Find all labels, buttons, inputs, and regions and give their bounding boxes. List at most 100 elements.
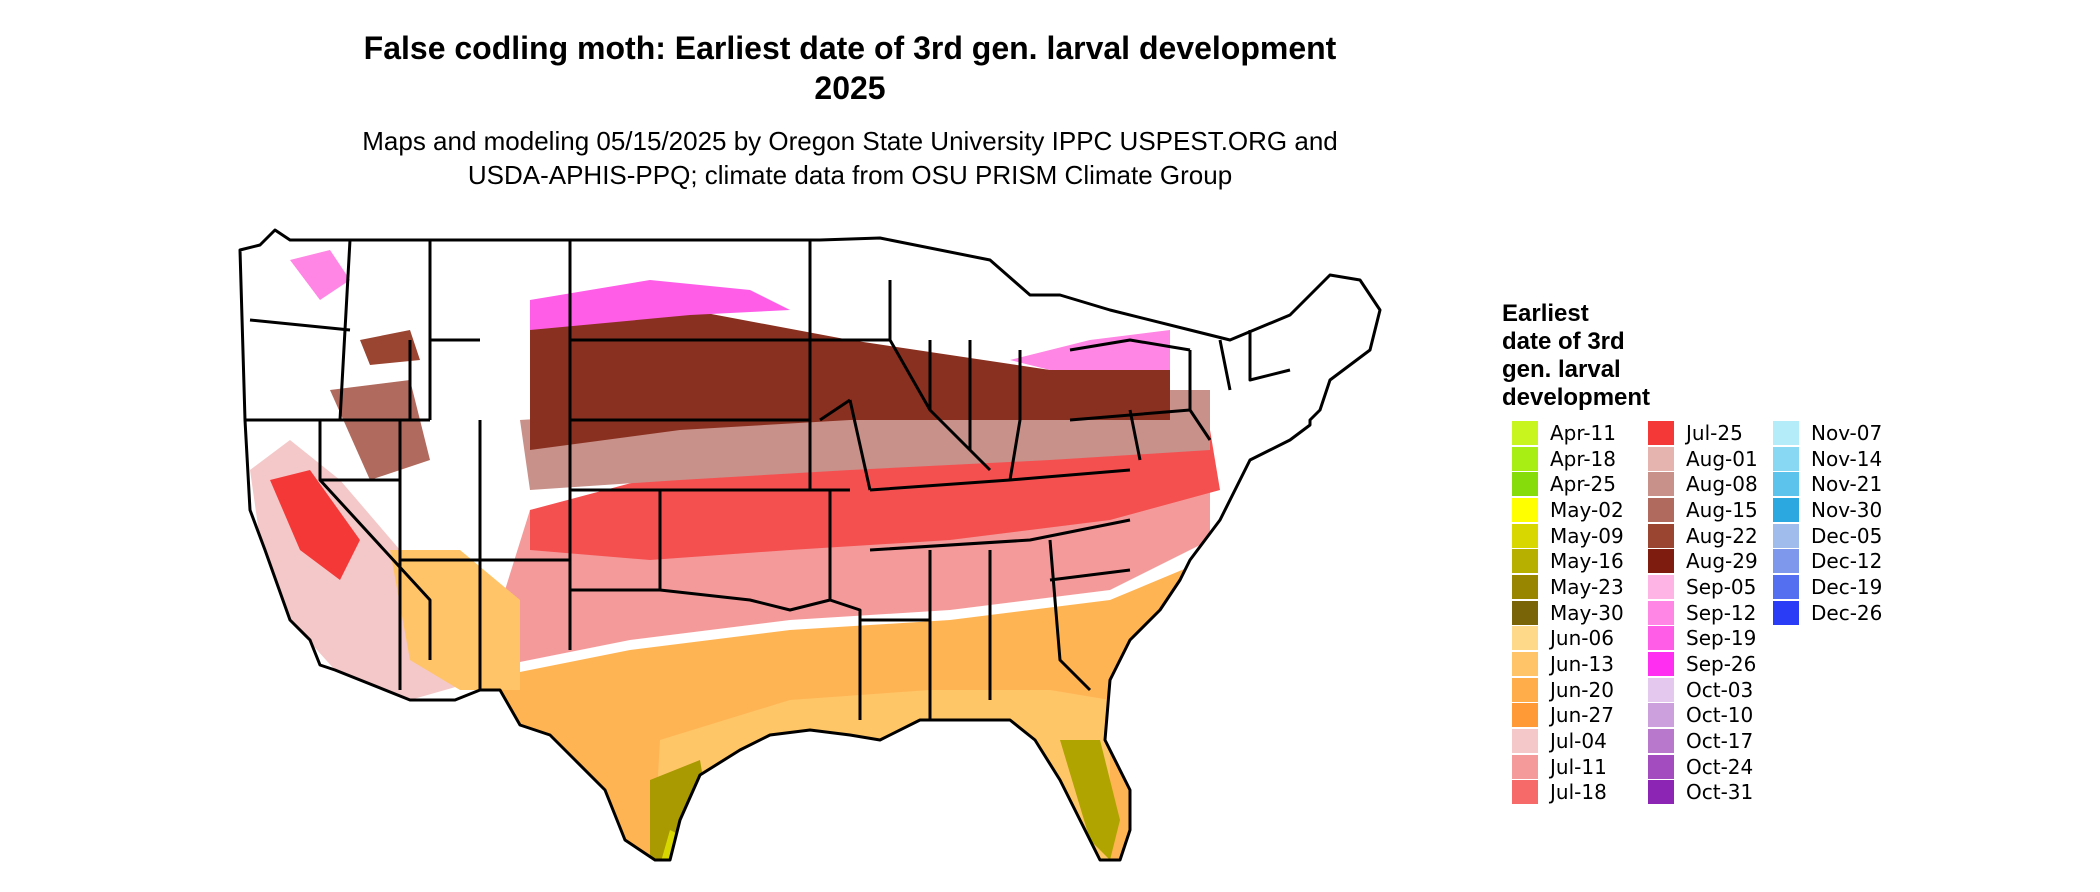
legend-label: Aug-08 (1686, 472, 1758, 497)
legend-swatch (1512, 600, 1538, 625)
legend-label: Nov-07 (1811, 420, 1883, 445)
region-northern-magenta (530, 280, 790, 330)
legend-label: Oct-17 (1686, 729, 1754, 754)
state-line-nevada-california (250, 418, 432, 660)
state-boundaries (238, 228, 1382, 862)
legend-item: Nov-14 (1773, 446, 1882, 472)
legend-swatch (1648, 472, 1674, 497)
legend-item: Jul-25 (1648, 420, 1758, 446)
legend-label: Sep-26 (1686, 652, 1757, 677)
legend-label: May-30 (1550, 600, 1624, 625)
us-outline (238, 228, 1382, 862)
legend-swatch (1648, 523, 1674, 548)
legend-label: Jun-06 (1550, 626, 1614, 651)
legend-swatch (1512, 780, 1538, 805)
legend-swatch (1512, 677, 1538, 702)
legend-swatch (1648, 549, 1674, 574)
legend-item: Dec-19 (1773, 574, 1882, 600)
region-midwest-dark-brown (530, 310, 1170, 450)
legend-swatch (1512, 652, 1538, 677)
legend-item: Sep-12 (1648, 600, 1758, 626)
legend-label: Apr-18 (1550, 446, 1616, 471)
legend-title-line: development (1502, 384, 1651, 411)
legend-swatch (1773, 523, 1799, 548)
state-line-texas (568, 490, 862, 720)
legend-label: Sep-12 (1686, 600, 1757, 625)
map-subtitle: Maps and modeling 05/15/2025 by Oregon S… (0, 124, 1700, 192)
legend-item: Apr-11 (1512, 420, 1624, 446)
legend-swatch (1512, 523, 1538, 548)
legend-item: Jun-06 (1512, 626, 1624, 652)
legend-item: Oct-31 (1648, 780, 1758, 806)
legend-label: May-02 (1550, 497, 1624, 522)
legend-item: Nov-30 (1773, 497, 1882, 523)
legend-swatch (1512, 703, 1538, 728)
legend-label: May-09 (1550, 523, 1624, 548)
state-line-midwest (850, 280, 1131, 552)
legend-swatch (1773, 549, 1799, 574)
legend-label: Jul-11 (1550, 754, 1607, 779)
legend-swatch (1648, 652, 1674, 677)
legend-label: Jul-25 (1686, 420, 1743, 445)
map-title-line-2: 2025 (814, 70, 886, 106)
legend-item: May-09 (1512, 523, 1624, 549)
legend-item: May-23 (1512, 574, 1624, 600)
legend-column-3: Nov-07 Nov-14 Nov-21 Nov-30 Dec-05 Dec-12 Dec-… (1773, 420, 1882, 626)
legend-item: Dec-05 (1773, 523, 1882, 549)
legend-item: Sep-05 (1648, 574, 1758, 600)
legend-swatch (1512, 472, 1538, 497)
legend-label: Aug-01 (1686, 446, 1758, 471)
legend-swatch (1512, 574, 1538, 599)
legend-item: Dec-26 (1773, 600, 1882, 626)
legend-swatch (1648, 446, 1674, 471)
legend-title-line: Earliest (1502, 300, 1589, 327)
region-texas-coast-olive (650, 760, 710, 860)
legend-swatch (1648, 780, 1674, 805)
legend-item: Aug-15 (1648, 497, 1758, 523)
legend-label: Nov-30 (1811, 497, 1883, 522)
legend-item: Dec-12 (1773, 548, 1882, 574)
map-title-line-1: False codling moth: Earliest date of 3rd… (363, 30, 1337, 66)
legend-column-1: Apr-11 Apr-18 Apr-25 May-02 May-09 May-16 May-… (1512, 420, 1624, 805)
legend-item: Sep-19 (1648, 626, 1758, 652)
map-subtitle-line-1: Maps and modeling 05/15/2025 by Oregon S… (362, 126, 1338, 156)
legend-item: Apr-25 (1512, 471, 1624, 497)
legend-swatch (1773, 420, 1799, 445)
legend-label: Nov-14 (1811, 446, 1883, 471)
legend-label: Oct-31 (1686, 780, 1754, 805)
us-degree-day-map (238, 228, 1382, 862)
legend-label: May-23 (1550, 574, 1624, 599)
state-line-south (860, 539, 1131, 720)
legend-item: Aug-08 (1648, 471, 1758, 497)
legend-item: May-16 (1512, 548, 1624, 574)
state-line-four-corners (398, 340, 572, 690)
legend-label: Jul-04 (1550, 729, 1607, 754)
legend-swatch (1773, 574, 1799, 599)
legend-label: Jun-27 (1550, 703, 1614, 728)
legend-item: Oct-03 (1648, 677, 1758, 703)
legend-swatch (1512, 754, 1538, 779)
region-snake-river-brown (360, 330, 420, 365)
legend-column-2: Jul-25 Aug-01 Aug-08 Aug-15 Aug-22 Aug-29 Sep-… (1648, 420, 1758, 805)
legend-swatch (1648, 703, 1674, 728)
legend-label: Aug-22 (1686, 523, 1758, 548)
legend-item: Sep-26 (1648, 651, 1758, 677)
legend-swatch (1648, 600, 1674, 625)
legend-label: Sep-05 (1686, 574, 1757, 599)
legend-swatch (1512, 420, 1538, 445)
legend-swatch (1648, 497, 1674, 522)
legend-label: May-16 (1550, 549, 1624, 574)
legend-item: Apr-18 (1512, 446, 1624, 472)
legend-swatch (1512, 497, 1538, 522)
legend-swatch (1773, 472, 1799, 497)
legend-swatch (1648, 626, 1674, 651)
legend-label: Oct-24 (1686, 754, 1754, 779)
legend-item: Jul-04 (1512, 728, 1624, 754)
legend-label: Oct-03 (1686, 677, 1754, 702)
legend-item: Jun-20 (1512, 677, 1624, 703)
state-line-east (1069, 330, 1291, 461)
legend-label: Sep-19 (1686, 626, 1757, 651)
region-southwest-orange (390, 550, 520, 690)
legend-label: Aug-29 (1686, 549, 1758, 574)
region-red-band (530, 430, 1220, 560)
